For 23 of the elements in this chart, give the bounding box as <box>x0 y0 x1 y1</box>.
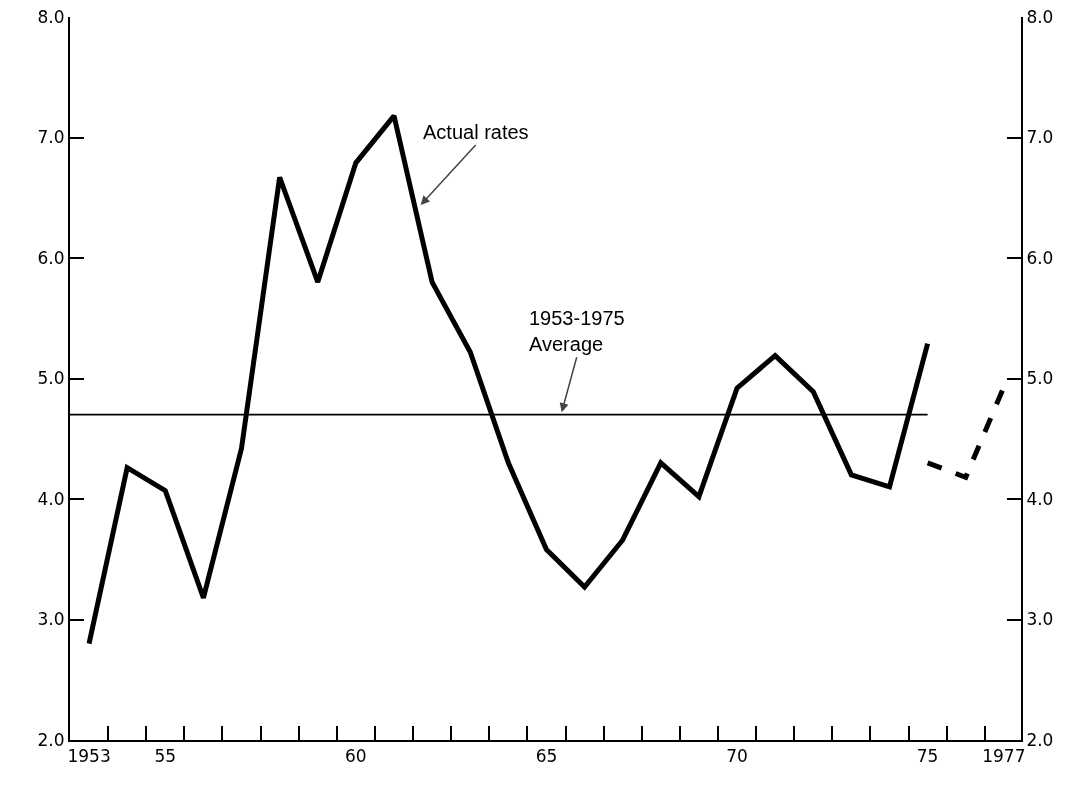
y-tick-label: 2.0 <box>37 729 65 750</box>
x-tick-label: 55 <box>154 746 177 767</box>
y-tick-label: 7.0 <box>37 127 65 148</box>
x-tick-label: 1953 <box>67 746 111 767</box>
y-tick-label: 6.0 <box>37 247 65 268</box>
y-tick-label: 4.0 <box>37 488 65 509</box>
y-tick-label: 5.0 <box>37 368 65 389</box>
y2-tick-label: 5.0 <box>1026 368 1054 389</box>
y2-tick-label: 4.0 <box>1026 488 1054 509</box>
x-tick-label: 1977 <box>982 746 1026 767</box>
x-tick-label: 75 <box>916 746 939 767</box>
y2-tick-label: 8.0 <box>1026 6 1054 27</box>
annotation: Actual rates <box>423 121 529 143</box>
y2-tick-label: 6.0 <box>1026 247 1054 268</box>
y-tick-label: 8.0 <box>37 6 65 27</box>
y2-tick-label: 7.0 <box>1026 127 1054 148</box>
y2-tick-label: 2.0 <box>1026 729 1054 750</box>
y-tick-label: 3.0 <box>37 609 65 630</box>
annotation: 1953-1975 Average <box>529 307 625 355</box>
y2-tick-label: 3.0 <box>1026 609 1054 630</box>
x-tick-label: 65 <box>535 746 558 767</box>
x-tick-label: 60 <box>345 746 367 767</box>
x-tick-label: 70 <box>726 746 748 767</box>
